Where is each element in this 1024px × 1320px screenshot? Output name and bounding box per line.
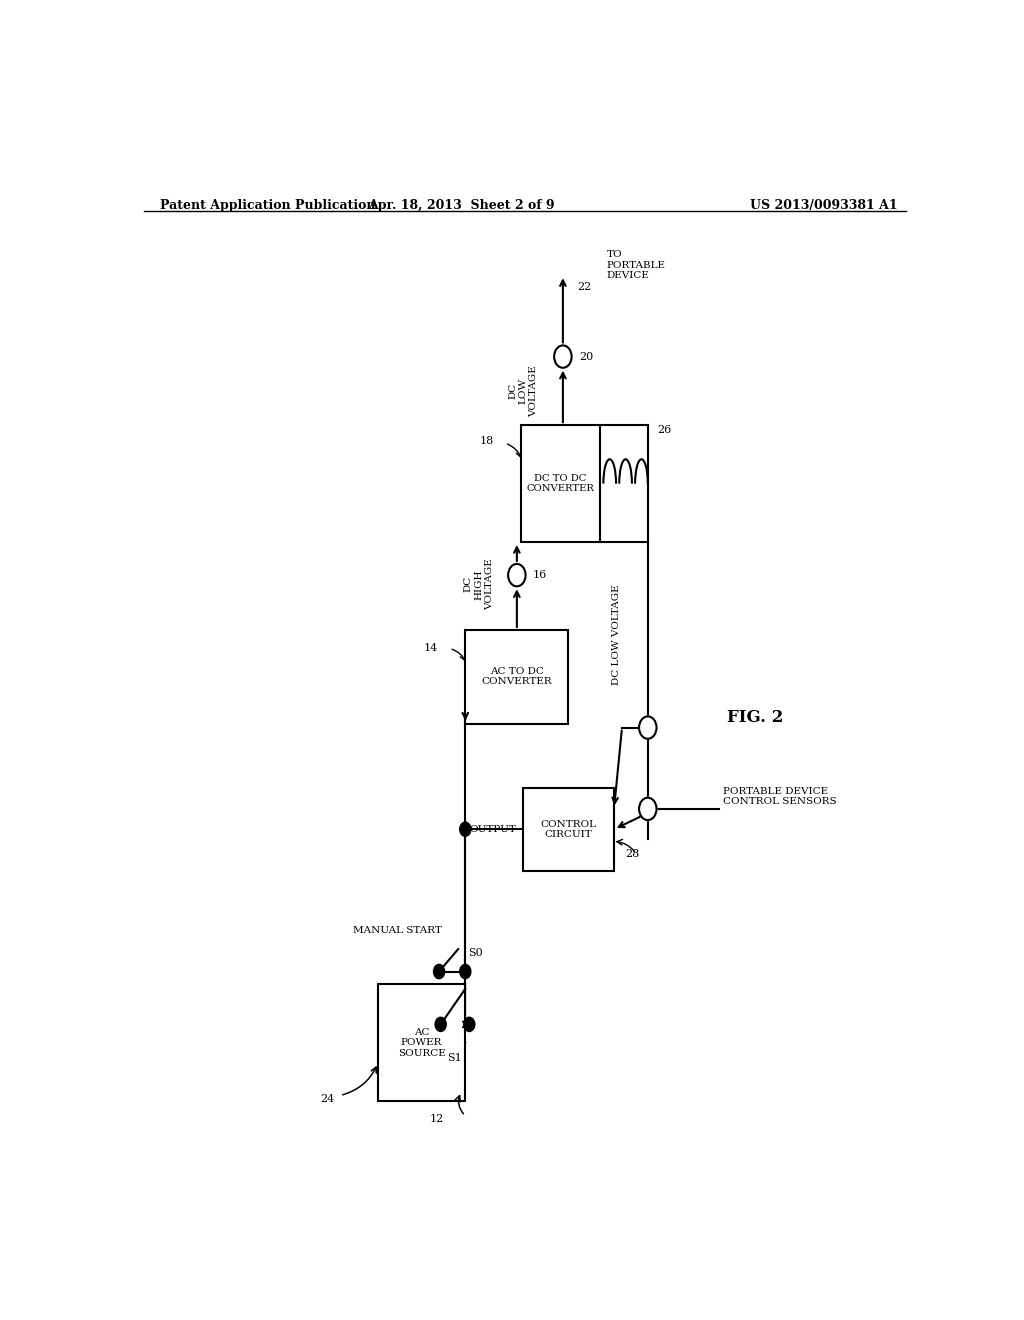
Circle shape <box>639 717 656 739</box>
Text: CONTROL
CIRCUIT: CONTROL CIRCUIT <box>541 820 596 840</box>
Text: AC TO DC
CONVERTER: AC TO DC CONVERTER <box>481 667 552 686</box>
Bar <box>465 630 568 723</box>
Bar <box>521 425 648 543</box>
Text: PORTABLE DEVICE
CONTROL SENSORS: PORTABLE DEVICE CONTROL SENSORS <box>723 787 837 807</box>
Text: OUTPUT: OUTPUT <box>470 825 516 834</box>
Circle shape <box>554 346 571 368</box>
Circle shape <box>508 564 525 586</box>
Circle shape <box>460 965 471 978</box>
Text: FIG. 2: FIG. 2 <box>727 709 783 726</box>
Text: US 2013/0093381 A1: US 2013/0093381 A1 <box>751 199 898 213</box>
Text: 28: 28 <box>626 849 639 858</box>
Text: DC
HIGH
VOLTAGE: DC HIGH VOLTAGE <box>464 558 494 610</box>
Circle shape <box>639 797 656 820</box>
Text: 26: 26 <box>657 425 672 436</box>
Bar <box>523 788 614 871</box>
Text: S0: S0 <box>468 948 482 958</box>
Circle shape <box>460 822 471 837</box>
Text: DC TO DC
CONVERTER: DC TO DC CONVERTER <box>526 474 595 494</box>
Text: Apr. 18, 2013  Sheet 2 of 9: Apr. 18, 2013 Sheet 2 of 9 <box>368 199 555 213</box>
Text: AC
POWER
SOURCE: AC POWER SOURCE <box>397 1028 445 1057</box>
Text: 14: 14 <box>424 643 438 653</box>
Text: DC LOW VOLTAGE: DC LOW VOLTAGE <box>611 585 621 685</box>
Circle shape <box>433 965 444 978</box>
Text: 20: 20 <box>579 351 593 362</box>
Text: MANUAL START: MANUAL START <box>353 927 442 936</box>
Bar <box>378 985 465 1101</box>
Circle shape <box>464 1018 475 1031</box>
Circle shape <box>435 1018 446 1031</box>
Text: 18: 18 <box>479 436 494 446</box>
Text: DC
LOW
VOLTAGE: DC LOW VOLTAGE <box>508 366 539 417</box>
Text: 22: 22 <box>578 282 592 293</box>
Text: Patent Application Publication: Patent Application Publication <box>160 199 375 213</box>
Text: 12: 12 <box>430 1114 443 1123</box>
Text: 24: 24 <box>321 1093 334 1104</box>
Text: 16: 16 <box>532 570 547 579</box>
Text: TO
PORTABLE
DEVICE: TO PORTABLE DEVICE <box>606 251 666 280</box>
Text: S1: S1 <box>447 1053 463 1063</box>
